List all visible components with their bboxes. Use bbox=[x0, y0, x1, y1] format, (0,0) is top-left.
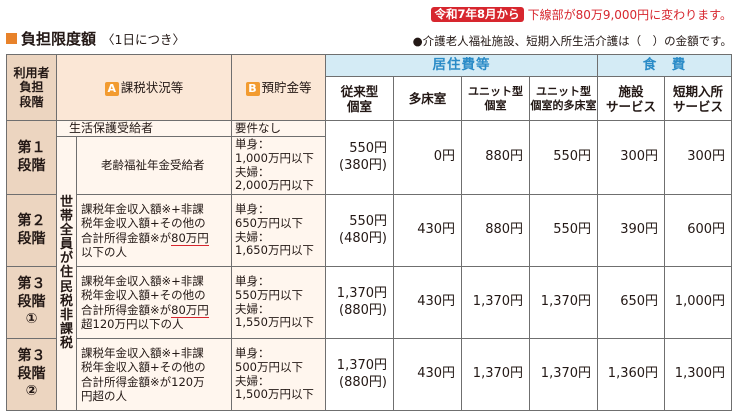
stage-2-short-stay-food: 600円 bbox=[664, 194, 733, 267]
orange-square-icon bbox=[6, 33, 17, 44]
stage-2-conventional-private: 550円 (480円) bbox=[325, 194, 395, 267]
col-unit-semi-private: ユニット型 個室的多床室 bbox=[529, 76, 599, 121]
stage-3-2-conventional-private: 1,370円 (880円) bbox=[325, 338, 395, 411]
stage-3-1-conventional-private: 1,370円 (880円) bbox=[325, 266, 395, 339]
stage-1-short-stay-food: 300円 bbox=[664, 120, 733, 195]
stage-1-facility-food: 300円 bbox=[597, 120, 666, 195]
title-sub: 〈1日につき〉 bbox=[102, 32, 185, 47]
change-notice-text: 下線部が80万9,000円に変わります。 bbox=[527, 7, 732, 22]
stage-2-savings: 単身： 650万円以下 夫婦： 1,650万円以下 bbox=[231, 194, 327, 267]
stage-2-facility-food: 390円 bbox=[597, 194, 666, 267]
title-main: 負担限度額 bbox=[21, 30, 97, 48]
stage-1-unit-semi-private: 550円 bbox=[529, 120, 599, 195]
effective-date-tag: 令和7年8月から bbox=[430, 6, 524, 22]
section-title: 負担限度額 〈1日につき〉 bbox=[6, 28, 185, 49]
stage-3-1-short-stay-food: 1,000円 bbox=[664, 266, 733, 339]
stage-3-2-unit-semi-private: 1,370円 bbox=[529, 338, 599, 411]
stage-1-pension-savings: 単身： 1,000万円以下 夫婦： 2,000万円以下 bbox=[231, 136, 327, 195]
stage-3-2-savings: 単身： 500万円以下 夫婦： 1,500万円以下 bbox=[231, 338, 327, 411]
header-savings: B 預貯金等 bbox=[231, 54, 327, 121]
stage-2-unit-private: 880円 bbox=[461, 194, 531, 267]
col-conventional-private: 従来型 個室 bbox=[325, 76, 395, 121]
stage-3-2-short-stay-food: 1,300円 bbox=[664, 338, 733, 411]
col-multi-bed: 多床室 bbox=[393, 76, 463, 121]
stage-3-1-label: 第３ 段階 ① bbox=[6, 266, 57, 339]
stage-1-pension-condition: 老齢福祉年金受給者 bbox=[75, 136, 233, 195]
stage-3-1-facility-food: 650円 bbox=[597, 266, 666, 339]
header-food: 食 費 bbox=[597, 54, 733, 77]
burden-limit-table: 利用者 負担 段階 A 課税状況等 B 預貯金等 居住費等 食 費 従来型 個室 多床室 … bbox=[6, 54, 733, 411]
a-badge-icon: A bbox=[104, 81, 119, 96]
stage-3-1-condition: 課税年金収入額※+非課 税年金収入額+その他の 合計所得金額※が80万円 超120万円… bbox=[75, 266, 233, 339]
col-facility-service: 施設 サービス bbox=[597, 76, 666, 121]
col-unit-private: ユニット型 個室 bbox=[461, 76, 531, 121]
stage-2-condition: 課税年金収入額※+非課 税年金収入額+その他の 合計所得金額※が80万円 以下の人 bbox=[75, 194, 233, 267]
header-user-stage: 利用者 負担 段階 bbox=[6, 54, 57, 121]
stage-3-2-facility-food: 1,360円 bbox=[597, 338, 666, 411]
stage-1-welfare-savings: 要件なし bbox=[231, 120, 327, 137]
stage-3-2-condition: 課税年金収入額※+非課 税年金収入額+その他の 合計所得金額※が120万 円超の人 bbox=[75, 338, 233, 411]
stage-1-multi-bed: 0円 bbox=[393, 120, 463, 195]
stage-1-welfare-condition: 生活保護受給者 bbox=[55, 120, 233, 137]
stage-3-1-multi-bed: 430円 bbox=[393, 266, 463, 339]
vertical-tax-exempt-label: 世帯全員が住民税非課税 bbox=[56, 136, 77, 411]
stage-3-1-unit-semi-private: 1,370円 bbox=[529, 266, 599, 339]
stage-1-label: 第１ 段階 bbox=[6, 120, 57, 195]
col-short-stay-service: 短期入所 サービス bbox=[664, 76, 733, 121]
stage-1-unit-private: 880円 bbox=[461, 120, 531, 195]
b-badge-icon: B bbox=[245, 81, 260, 96]
stage-3-2-label: 第３ 段階 ② bbox=[6, 338, 57, 411]
stage-3-1-savings: 単身： 550万円以下 夫婦： 1,550万円以下 bbox=[231, 266, 327, 339]
footnote: ●介護老人福祉施設、短期入所生活介護は（ ）の金額です。 bbox=[412, 34, 732, 48]
stage-3-2-multi-bed: 430円 bbox=[393, 338, 463, 411]
stage-1-conventional-private: 550円 (380円) bbox=[325, 120, 395, 195]
stage-2-label: 第２ 段階 bbox=[6, 194, 57, 267]
stage-2-multi-bed: 430円 bbox=[393, 194, 463, 267]
stage-3-1-unit-private: 1,370円 bbox=[461, 266, 531, 339]
header-tax-status: A 課税状況等 bbox=[55, 54, 233, 121]
header-residence: 居住費等 bbox=[325, 54, 599, 77]
change-notice: 令和7年8月から 下線部が80万9,000円に変わります。 bbox=[430, 6, 732, 22]
stage-2-unit-semi-private: 550円 bbox=[529, 194, 599, 267]
stage-3-2-unit-private: 1,370円 bbox=[461, 338, 531, 411]
